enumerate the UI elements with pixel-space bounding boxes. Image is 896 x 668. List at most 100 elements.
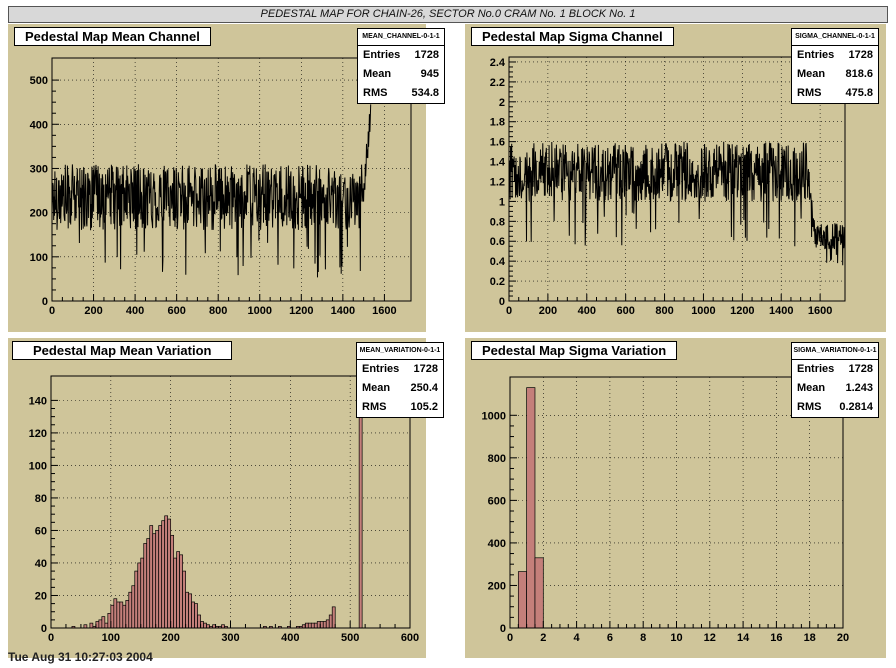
- y-tick-label: 20: [35, 590, 47, 602]
- hist-bar: [143, 543, 148, 629]
- x-tick-label: 800: [655, 305, 673, 317]
- hist-bar: [152, 533, 157, 629]
- y-tick-label: 500: [30, 75, 48, 87]
- stats-label-mean: Mean: [797, 382, 826, 394]
- x-tick-label: 20: [837, 632, 849, 644]
- hist-bar: [179, 554, 183, 629]
- x-tick-label: 300: [221, 632, 239, 644]
- x-tick-label: 600: [401, 632, 419, 644]
- y-tick-label: 1000: [482, 410, 506, 422]
- y-tick-label: 1.8: [490, 117, 505, 129]
- y-tick-label: 0: [499, 296, 505, 308]
- stats-box-mean-channel: MEAN_CHANNEL-0-1-1 Entries 1728 Mean 945 R…: [357, 28, 445, 104]
- x-tick-label: 16: [770, 632, 782, 644]
- stats-value-rms: 0.2814: [839, 401, 873, 413]
- hist-bar: [89, 622, 94, 629]
- x-tick-label: 2: [540, 632, 546, 644]
- y-tick-label: 0.6: [490, 236, 505, 248]
- y-tick-label: 1.2: [490, 176, 505, 188]
- stats-name: SIGMA_VARIATION-0-1-1: [792, 343, 878, 360]
- pad-mean-variation[interactable]: 0 100 200 300 400 500 600 0 20 40 60 80 100 120 140 Pe…: [8, 338, 444, 658]
- series-line: [51, 104, 372, 278]
- x-tick-label: 6: [607, 632, 613, 644]
- stats-label-rms: RMS: [363, 87, 388, 99]
- pad-sigma-channel[interactable]: 0 200 400 600 800 1000 1200 1400 1600 0 0.2 0.4 0.6 0…: [465, 24, 886, 332]
- y-tick-label: 0.2: [490, 276, 505, 288]
- x-tick-label: 4: [574, 632, 581, 644]
- hist-bar: [534, 557, 544, 629]
- x-tick-label: 1600: [808, 305, 832, 317]
- y-tick-label: 1.4: [490, 157, 506, 169]
- x-tick-label: 1000: [691, 305, 715, 317]
- x-tick-label: 100: [102, 632, 120, 644]
- pad-mean-channel[interactable]: 0 200 400 600 800 1000 1200 1400 1600 0 100 200 300 4…: [8, 24, 445, 332]
- y-tick-label: 80: [35, 493, 47, 505]
- hist-bar: [310, 622, 315, 629]
- hist-bar: [140, 557, 145, 629]
- hist-bar: [158, 525, 163, 629]
- hist-bar: [137, 562, 142, 629]
- hist-bar: [128, 591, 133, 629]
- y-tick-label: 0: [41, 623, 47, 635]
- y-tick-label: 140: [29, 395, 47, 407]
- x-tick-label: 600: [167, 305, 185, 317]
- x-tick-label: 400: [281, 632, 299, 644]
- x-tick-label: 0: [506, 305, 512, 317]
- x-tick-label: 1000: [248, 305, 272, 317]
- x-tick-label: 200: [539, 305, 557, 317]
- stats-name: MEAN_CHANNEL-0-1-1: [358, 29, 444, 46]
- hist-bar: [188, 593, 192, 629]
- y-tick-label: 300: [30, 163, 48, 175]
- stats-label-mean: Mean: [363, 68, 392, 80]
- y-tick-label: 600: [488, 495, 506, 507]
- mean-channel-plot: 0 200 400 600 800 1000 1200 1400 1600 0 100 200 300 4…: [30, 57, 412, 317]
- x-tick-label: 18: [804, 632, 816, 644]
- pad-title-sigma-channel: Pedestal Map Sigma Channel: [471, 27, 674, 46]
- y-tick-label: 1.6: [490, 137, 505, 149]
- stats-value-mean: 945: [420, 68, 439, 80]
- hist-bar: [98, 619, 103, 629]
- hist-bar: [325, 619, 330, 629]
- x-tick-label: 400: [578, 305, 596, 317]
- y-tick-label: 400: [488, 538, 506, 550]
- stats-value-mean: 1.243: [845, 382, 873, 394]
- stats-value-rms: 105.2: [410, 401, 438, 413]
- data-series: [517, 387, 544, 629]
- y-tick-label: 200: [488, 580, 506, 592]
- x-tick-label: 1400: [769, 305, 793, 317]
- hist-bar: [185, 591, 189, 629]
- data-series: [71, 375, 363, 629]
- stats-value-rms: 475.8: [845, 87, 873, 99]
- y-tick-label: 2: [499, 97, 505, 109]
- x-tick-label: 8: [640, 632, 646, 644]
- x-tick-label: 1200: [289, 305, 313, 317]
- hist-bar: [194, 603, 198, 629]
- y-tick-label: 0.8: [490, 216, 505, 228]
- hist-bar: [170, 534, 175, 629]
- pad-sigma-variation[interactable]: 0 2 4 6 8 10 12 14 16 18 20 0 200 400 600 800 1000 Pedes…: [465, 338, 886, 658]
- stats-label-rms: RMS: [797, 87, 822, 99]
- mean-variation-plot: 0 100 200 300 400 500 600 0 20 40 60 80 100 120 140: [29, 375, 420, 644]
- hist-bar: [191, 601, 195, 629]
- x-tick-label: 1400: [331, 305, 355, 317]
- hist-bar: [146, 538, 151, 629]
- x-tick-label: 500: [341, 632, 359, 644]
- hist-bar: [161, 520, 166, 629]
- hist-bar: [173, 557, 178, 629]
- y-tick-label: 800: [488, 453, 506, 465]
- stats-label-rms: RMS: [797, 401, 822, 413]
- hist-bar: [134, 570, 139, 629]
- stats-box-mean-variation: MEAN_VARIATION-0-1-1 Entries 1728 Mean 250…: [356, 342, 444, 418]
- x-tick-label: 800: [209, 305, 227, 317]
- data-series: [51, 104, 372, 278]
- hist-bar: [182, 570, 186, 629]
- y-tick-label: 0: [500, 623, 506, 635]
- pad-title-mean-variation: Pedestal Map Mean Variation: [12, 341, 233, 360]
- y-tick-label: 100: [29, 460, 47, 472]
- hist-bar: [149, 525, 154, 629]
- stats-value-mean: 818.6: [845, 68, 873, 80]
- hist-bar: [119, 601, 124, 629]
- axes: 0 100 200 300 400 500 600 0 20 40 60 80 100 120 140: [29, 395, 420, 644]
